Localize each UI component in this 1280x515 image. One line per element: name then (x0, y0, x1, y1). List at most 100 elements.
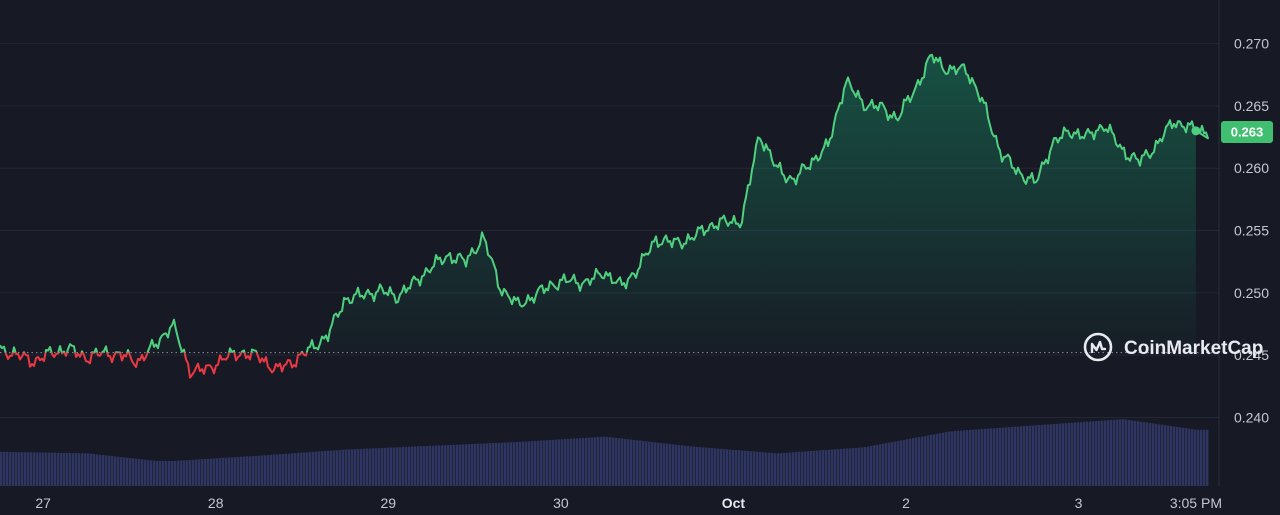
volume-bar (1113, 419, 1116, 486)
volume-bar (672, 444, 675, 486)
volume-bar (360, 448, 363, 486)
volume-bar (1155, 423, 1158, 486)
volume-bar (966, 430, 969, 486)
volume-bar (738, 450, 741, 486)
volume-bar (708, 447, 711, 486)
volume-bar (1143, 422, 1146, 486)
volume-bar (1020, 426, 1023, 486)
coinmarketcap-logo-icon (1083, 332, 1113, 362)
volume-bar (1146, 422, 1149, 486)
volume-bar (450, 444, 453, 486)
volume-bar (942, 432, 945, 486)
volume-bar (183, 460, 186, 486)
volume-bar (1164, 425, 1167, 486)
volume-bar (342, 449, 345, 486)
volume-bar (48, 452, 51, 486)
volume-bar (1182, 427, 1185, 486)
volume-bar (120, 457, 123, 486)
y-tick-label: 0.240 (1234, 409, 1269, 425)
volume-bar (99, 454, 102, 486)
volume-bar (909, 438, 912, 486)
volume-bar (429, 445, 432, 486)
volume-bar (84, 453, 87, 486)
volume-bar (432, 445, 435, 486)
volume-bar (3, 451, 6, 486)
volume-bar (747, 450, 750, 486)
volume-bar (921, 436, 924, 486)
volume-bar (858, 447, 861, 486)
x-tick-label: 3:05 PM (1170, 495, 1222, 511)
volume-bar (678, 445, 681, 486)
volume-bar (96, 454, 99, 486)
volume-bar (348, 449, 351, 486)
volume-bar (87, 453, 90, 486)
volume-bar (180, 460, 183, 486)
volume-bar (213, 458, 216, 486)
volume-bar (957, 430, 960, 486)
current-price-badge: 0.263 (1221, 121, 1273, 143)
volume-bar (525, 441, 528, 486)
volume-bar (27, 452, 30, 486)
volume-bar (501, 442, 504, 486)
volume-bar (846, 448, 849, 486)
volume-bar (294, 453, 297, 486)
volume-bar (216, 458, 219, 486)
volume-bar (780, 453, 783, 486)
volume-bar (1173, 426, 1176, 486)
current-price-badge-box (1221, 121, 1273, 143)
volume-bar (783, 452, 786, 486)
volume-bar (336, 450, 339, 486)
volume-bar (1047, 424, 1050, 486)
volume-bar (129, 458, 132, 486)
volume-bar (612, 437, 615, 486)
x-tick-label: 2 (902, 495, 910, 511)
volume-bar (993, 428, 996, 486)
volume-bar (39, 452, 42, 486)
volume-bar (387, 447, 390, 486)
volume-bar (114, 456, 117, 486)
volume-bar (771, 452, 774, 486)
volume-bar (456, 444, 459, 486)
volume-bar (138, 459, 141, 486)
volume-bar (945, 432, 948, 486)
volume-bar (246, 456, 249, 486)
volume-bar (810, 450, 813, 486)
current-price-label: 0.263 (1231, 125, 1264, 140)
volume-bar (1035, 425, 1038, 486)
volume-bar (1107, 420, 1110, 486)
volume-bar (255, 455, 258, 486)
volume-bar (717, 448, 720, 486)
volume-bar (939, 433, 942, 486)
volume-bar (627, 439, 630, 486)
x-axis: 27 28 29 30 Oct 2 3 3:05 PM (35, 495, 1222, 511)
volume-bar (426, 445, 429, 486)
volume-bar (987, 428, 990, 486)
volume-bar (33, 452, 36, 486)
volume-bar (24, 452, 27, 486)
price-area-fill (0, 54, 1208, 353)
volume-bar (240, 456, 243, 486)
volume-bar (369, 448, 372, 486)
volume-bar (1176, 426, 1179, 486)
price-line-above-baseline (0, 53, 1209, 353)
volume-bar (624, 438, 627, 486)
volume-bar (1104, 420, 1107, 486)
volume-bar (381, 447, 384, 486)
volume-bar (276, 454, 279, 486)
volume-bar (1029, 425, 1032, 486)
volume-bar (594, 437, 597, 486)
volume-bar (45, 452, 48, 486)
volume-bar (420, 446, 423, 486)
volume-bar (219, 458, 222, 486)
volume-bar (999, 427, 1002, 486)
volume-bar (570, 438, 573, 486)
volume-bar (948, 431, 951, 486)
volume-bar (759, 451, 762, 486)
volume-bar (753, 451, 756, 486)
volume-bar (1200, 429, 1203, 486)
volume-bar (906, 439, 909, 486)
volume-bar (1089, 421, 1092, 486)
volume-bar (549, 439, 552, 486)
volume-bar (756, 451, 759, 486)
volume-bar (960, 430, 963, 486)
